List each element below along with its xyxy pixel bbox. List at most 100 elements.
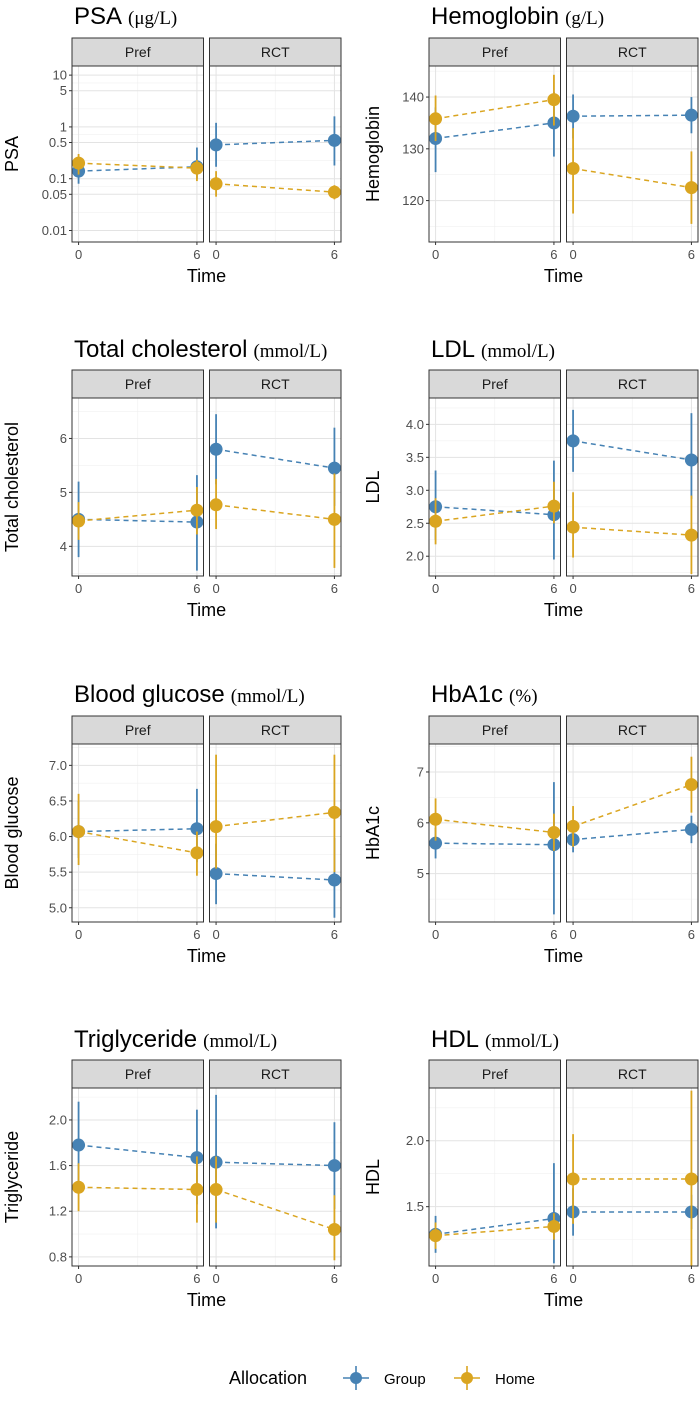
series-line-group: [572, 440, 692, 461]
facet-pref: Pref 0 6: [71, 1059, 204, 1286]
y-axis-title: HDL: [363, 1159, 383, 1195]
data-point-home: [547, 1219, 561, 1233]
series-home: [72, 154, 204, 182]
data-point-group: [566, 434, 580, 448]
y-tick-label: 5.5: [49, 865, 67, 880]
chart-title-unit: (μg/L): [128, 8, 177, 29]
x-tick-label: 6: [331, 581, 338, 596]
data-point-group: [429, 836, 443, 850]
y-tick-label: 120: [402, 193, 424, 208]
data-point-home: [72, 1180, 86, 1194]
chart-title: HbA1c (%): [431, 681, 538, 708]
legend-label: Home: [495, 1371, 535, 1388]
chart-title-unit: (mmol/L): [481, 341, 555, 362]
series-line-home: [215, 1188, 335, 1231]
data-point-home: [209, 820, 223, 834]
x-tick-label: 6: [688, 581, 695, 596]
x-tick-label: 0: [432, 247, 439, 262]
data-point-home: [566, 520, 580, 534]
facet-pref: Pref 0 6: [428, 369, 561, 596]
panel-border: [209, 397, 342, 577]
facet-strip: [428, 37, 561, 67]
series-group: [566, 94, 698, 139]
x-axis-title: Time: [187, 600, 226, 620]
chart-title-text: Blood glucose: [74, 681, 225, 708]
x-tick-label: 6: [550, 581, 557, 596]
chart-title: LDL (mmol/L): [431, 336, 555, 363]
y-axis-title: Hemoglobin: [363, 106, 383, 202]
series-home: [209, 1156, 341, 1261]
facet-strip-label: Pref: [125, 722, 151, 738]
y-axis-title: HbA1c: [363, 806, 383, 860]
series-home: [209, 171, 341, 200]
data-point-home: [190, 161, 204, 175]
data-point-home: [547, 499, 561, 513]
x-tick-label: 0: [569, 1271, 576, 1286]
x-axis-title: Time: [544, 1290, 583, 1310]
series-line-group: [216, 872, 335, 881]
panel-border: [428, 743, 561, 923]
facet-rct: RCT 0 6: [566, 1059, 699, 1286]
x-tick-label: 6: [550, 247, 557, 262]
facet-pref: Pref 0 6: [71, 37, 204, 262]
panel-border: [209, 743, 342, 923]
series-line-home: [572, 167, 692, 189]
data-point-home: [327, 805, 341, 819]
chart-title-text: Triglyceride: [74, 1026, 197, 1053]
facet-rct: RCT 0 6: [566, 369, 699, 596]
y-tick-label: 4: [60, 539, 67, 554]
data-point-group: [327, 133, 341, 147]
x-axis-title: Time: [544, 600, 583, 620]
series-line-group: [435, 122, 555, 140]
series-group: [566, 409, 698, 499]
y-tick-label: 10: [53, 68, 67, 83]
chart-title: Triglyceride (mmol/L): [74, 1026, 277, 1053]
data-point-home: [684, 528, 698, 542]
y-tick-label: 0.1: [49, 171, 67, 186]
facet-strip-label: Pref: [482, 44, 508, 60]
series-line-home: [435, 818, 555, 834]
data-point-home: [209, 177, 223, 191]
legend: Allocation Group Home: [229, 1366, 535, 1390]
facet-strip-label: Pref: [125, 1066, 151, 1082]
data-point-group: [209, 442, 223, 456]
data-point-home: [547, 93, 561, 107]
x-tick-label: 6: [550, 927, 557, 942]
y-tick-label: 1.2: [49, 1204, 67, 1219]
x-tick-label: 0: [212, 927, 219, 942]
x-tick-label: 6: [193, 247, 200, 262]
data-point-home: [547, 825, 561, 839]
series-line-group: [435, 506, 554, 516]
panel-border: [71, 743, 204, 923]
chart-title-unit: (mmol/L): [253, 341, 327, 362]
x-axis-title: Time: [544, 266, 583, 286]
y-tick-label: 0.01: [42, 223, 67, 238]
data-point-home: [72, 156, 86, 170]
series-line-group: [216, 139, 335, 146]
data-point-home: [209, 1183, 223, 1197]
data-point-home: [429, 812, 443, 826]
y-tick-label: 130: [402, 141, 424, 156]
y-axis-title: PSA: [2, 136, 22, 172]
facet-rct: RCT 0 6: [209, 1059, 342, 1286]
series-home: [566, 1090, 698, 1266]
chart-title-unit: (%): [509, 686, 537, 707]
panel-border: [209, 1087, 342, 1267]
y-tick-label: 140: [402, 90, 424, 105]
chart-blood-glucose: Blood glucose (mmol/L) Blood glucose 5.0 5.5…: [2, 681, 342, 966]
facet-strip-label: Pref: [482, 722, 508, 738]
chart-triglyceride: Triglyceride (mmol/L) Triglyceride 0.8 1.2 1.…: [2, 1026, 342, 1310]
data-point-group: [684, 453, 698, 467]
y-tick-label: 3.5: [406, 450, 424, 465]
panel-border: [566, 65, 699, 243]
x-tick-label: 6: [193, 581, 200, 596]
y-tick-label: 5: [417, 866, 424, 881]
data-point-group: [327, 873, 341, 887]
facet-strip: [209, 1059, 342, 1089]
series-line-group: [78, 1144, 198, 1159]
facet-pref: Pref 0 6: [428, 715, 561, 942]
y-axis-title: LDL: [363, 470, 383, 503]
